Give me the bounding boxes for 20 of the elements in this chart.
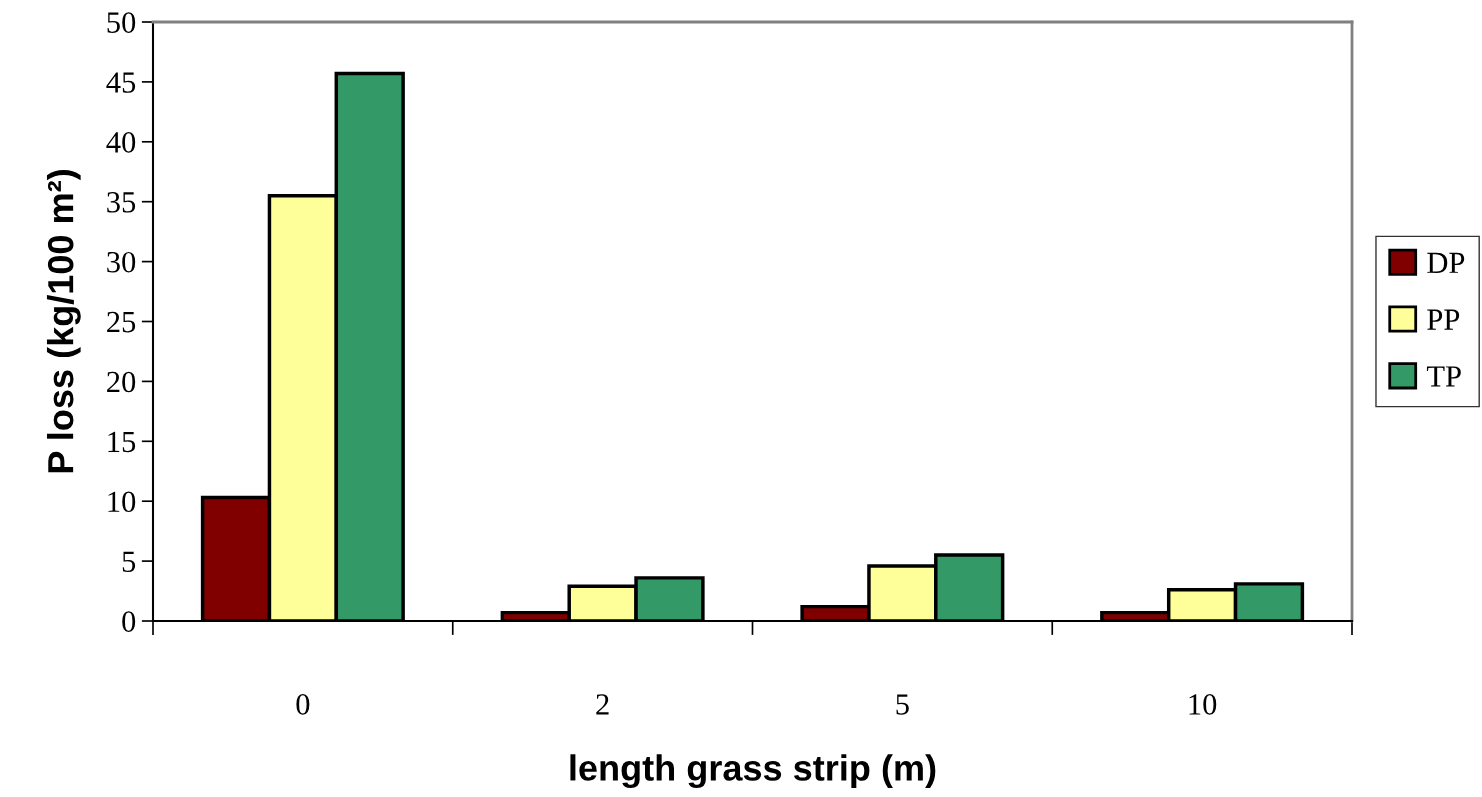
x-tick-label: 2 — [596, 694, 609, 715]
y-tick-label: 25 — [107, 311, 136, 333]
y-tick-label: 40 — [106, 132, 136, 153]
x-tick-label: 0 — [296, 694, 310, 715]
x-tick-label: 5 — [896, 694, 909, 715]
y-tick-label: 0 — [122, 611, 136, 632]
y-tick-label: 20 — [107, 371, 136, 393]
legend-label: DP — [1427, 252, 1465, 273]
y-tick-label: 50 — [107, 12, 136, 33]
x-tick-label: 10 — [1189, 694, 1217, 715]
y-tick-label: 35 — [107, 192, 136, 213]
y-tick-label: 10 — [108, 491, 136, 513]
legend-label: TP — [1426, 366, 1461, 387]
y-tick-label: 45 — [106, 72, 136, 93]
y-tick-label: 15 — [108, 431, 136, 453]
legend-label: PP — [1427, 309, 1460, 330]
x-axis-title: length grass strip (m) — [570, 754, 936, 789]
y-axis-title: P loss (kg/100 m²) — [46, 170, 81, 473]
y-tick-label: 5 — [122, 551, 136, 572]
y-tick-label: 30 — [107, 251, 136, 273]
